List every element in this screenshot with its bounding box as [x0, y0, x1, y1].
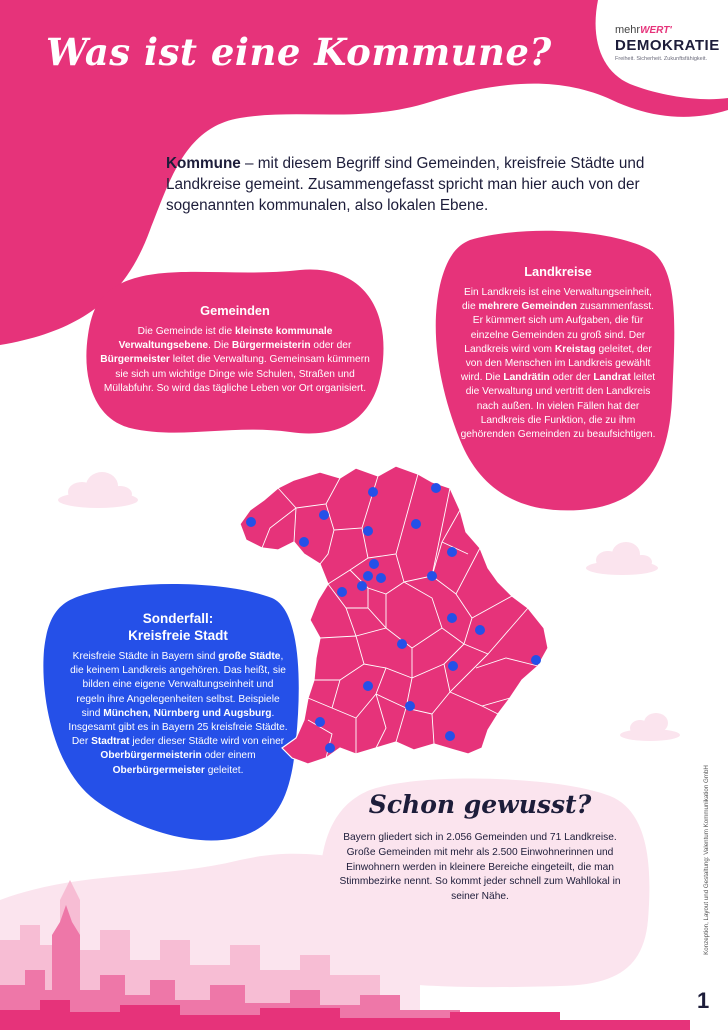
landkreise-text: Ein Landkreis ist eine Verwaltungseinhei…: [460, 287, 656, 441]
landkreise-title: Landkreise: [524, 264, 592, 279]
logo-slogan: Freiheit. Sicherheit. Zukunftsfähigkeit.: [615, 56, 708, 62]
credit-container: Konzeption, Layout und Gestaltung: Valen…: [703, 745, 715, 975]
credit-text: Konzeption, Layout und Gestaltung: Valen…: [703, 765, 710, 955]
gemeinden-blob: [86, 269, 384, 434]
sonderfall-text: Kreisfreie Städte in Bayern sind große S…: [68, 651, 288, 776]
intro-body: – mit diesem Begriff sind Gemeinden, kre…: [166, 155, 645, 214]
logo-name: DEMOKRATIE: [615, 37, 720, 54]
bavaria-shape: [239, 465, 549, 765]
schon-gewusst-title: Schon gewusst?: [368, 790, 592, 819]
city-markers: [246, 483, 541, 753]
logo-wert: WERT': [640, 25, 672, 36]
logo: mehrWERT' DEMOKRATIE Freiheit. Sicherhei…: [615, 24, 721, 62]
cloud-right: [586, 542, 658, 575]
schon-gewusst-text: Bayern gliedert sich in 2.056 Gemeinden …: [339, 832, 621, 903]
schon-gewusst-card: Schon gewusst? Bayern gliedert sich in 2…: [330, 790, 630, 905]
sonderfall-blob: [43, 583, 299, 841]
intro-text: Kommune – mit diesem Begriff sind Gemein…: [166, 153, 666, 216]
city-skyline: [0, 853, 690, 1030]
landkreise-card: Landkreise Ein Landkreis ist eine Verwal…: [460, 264, 656, 442]
cloud-bottom: [620, 713, 680, 741]
sonderfall-card: Sonderfall: Kreisfreie Stadt Kreisfreie S…: [68, 610, 288, 778]
logo-mehrwert: mehrWERT': [615, 24, 721, 36]
gemeinden-text: Die Gemeinde ist die kleinste kommunale …: [100, 326, 370, 394]
logo-mehr: mehr: [615, 24, 641, 36]
gemeinden-card: Gemeinden Die Gemeinde ist die kleinste …: [100, 303, 370, 396]
logo-blob: [595, 0, 728, 100]
cloud-left: [58, 472, 138, 508]
page-number: 1: [697, 988, 710, 1013]
intro-bold: Kommune: [166, 155, 241, 172]
gemeinden-title: Gemeinden: [200, 303, 270, 318]
header-blob: [0, 0, 728, 345]
sonderfall-title: Sonderfall: Kreisfreie Stadt: [128, 611, 228, 643]
landkreise-blob: [435, 230, 675, 511]
page-title: Was ist eine Kommune?: [46, 30, 552, 74]
bavaria-map-icon: [239, 465, 549, 765]
